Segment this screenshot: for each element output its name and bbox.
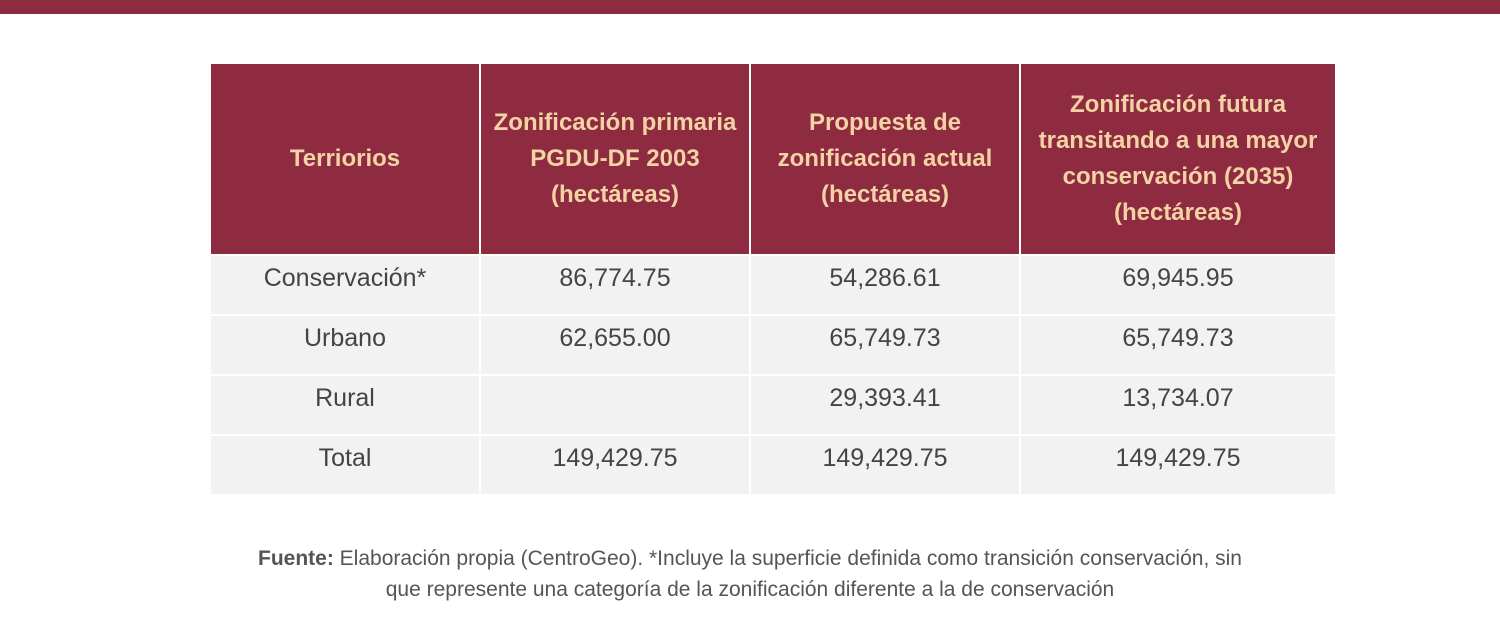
header-cell: Zonificación futura transitando a una ma… [1019, 62, 1337, 256]
value-cell: 65,749.73 [749, 314, 1021, 376]
source-text: Elaboración propia (CentroGeo). *Incluye… [339, 547, 1242, 570]
header-row: Terriorios Zonificación primaria PGDU-DF … [209, 62, 1337, 256]
value-cell: 149,429.75 [479, 434, 751, 496]
source-line: Fuente: Elaboración propia (CentroGeo). … [150, 543, 1350, 574]
header-cell: Propuesta de zonificación actual (hectár… [749, 62, 1021, 256]
row-label: Total [209, 434, 481, 496]
row-label: Rural [209, 374, 481, 436]
header-cell: Zonificación primaria PGDU-DF 2003 (hect… [479, 62, 751, 256]
row-label: Urbano [209, 314, 481, 376]
source-note: Fuente: Elaboración propia (CentroGeo). … [150, 543, 1350, 605]
value-cell: 54,286.61 [749, 254, 1021, 316]
value-cell: 62,655.00 [479, 314, 751, 376]
source-label: Fuente: [258, 547, 334, 570]
value-cell [479, 374, 751, 436]
table-row: Rural 29,393.41 13,734.07 [209, 374, 1337, 436]
table-row: Conservación* 86,774.75 54,286.61 69,945.95 [209, 254, 1337, 316]
value-cell: 65,749.73 [1019, 314, 1337, 376]
top-bar [0, 0, 1500, 14]
table-row: Urbano 62,655.00 65,749.73 65,749.73 [209, 314, 1337, 376]
value-cell: 13,734.07 [1019, 374, 1337, 436]
value-cell: 149,429.75 [1019, 434, 1337, 496]
table-body: Conservación* 86,774.75 54,286.61 69,945.95… [209, 254, 1337, 496]
header-cell: Terriorios [209, 62, 481, 256]
table-row: Total 149,429.75 149,429.75 149,429.75 [209, 434, 1337, 496]
value-cell: 149,429.75 [749, 434, 1021, 496]
table-header: Terriorios Zonificación primaria PGDU-DF … [209, 62, 1337, 256]
value-cell: 86,774.75 [479, 254, 751, 316]
value-cell: 69,945.95 [1019, 254, 1337, 316]
zoning-table: Terriorios Zonificación primaria PGDU-DF … [209, 62, 1337, 496]
value-cell: 29,393.41 [749, 374, 1021, 436]
source-line: que represente una categoría de la zonif… [385, 578, 1115, 601]
row-label: Conservación* [209, 254, 481, 316]
